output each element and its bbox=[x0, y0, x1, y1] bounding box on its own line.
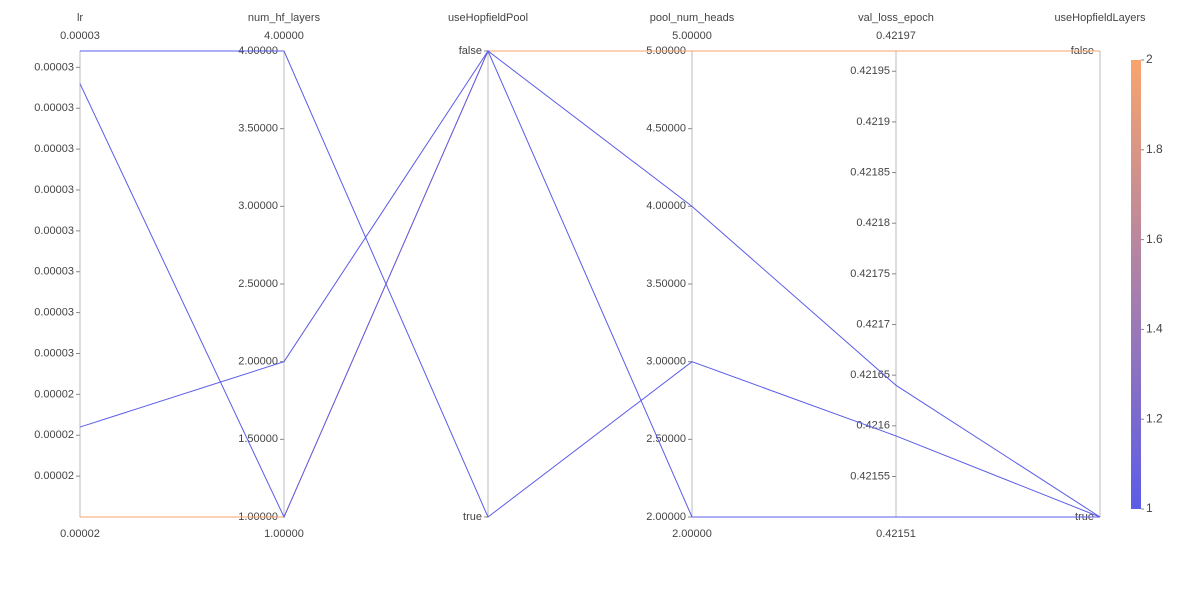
y-tick-label: 3.00000 bbox=[646, 356, 686, 368]
y-tick-label: 0.00003 bbox=[34, 143, 74, 155]
y-tick-label: 0.00003 bbox=[34, 184, 74, 196]
y-tick-label: 0.00003 bbox=[34, 307, 74, 319]
y-tick-label: 4.50000 bbox=[646, 123, 686, 135]
y-tick-label: 0.00003 bbox=[34, 225, 74, 237]
y-tick-label: 0.42185 bbox=[850, 166, 890, 178]
range-label: 1.00000 bbox=[264, 528, 304, 540]
y-tick-label: 4.00000 bbox=[646, 200, 686, 212]
colorbar-tick-label: 1.2 bbox=[1146, 411, 1163, 425]
run-line bbox=[80, 50, 1101, 518]
dimension-label: pool_num_heads bbox=[650, 12, 735, 24]
y-tick-label: 0.00003 bbox=[34, 266, 74, 278]
dimension-label: useHopfieldPool bbox=[448, 12, 528, 24]
y-tick-label: 0.42175 bbox=[850, 268, 890, 280]
dimension-label: num_hf_layers bbox=[248, 12, 321, 24]
y-tick-label: 0.00003 bbox=[34, 102, 74, 114]
range-label: 0.00002 bbox=[60, 528, 100, 540]
y-tick-label: 2.00000 bbox=[646, 511, 686, 523]
y-tick-label: 0.00002 bbox=[34, 470, 74, 482]
run-line bbox=[79, 50, 1101, 518]
y-tick-label: 3.50000 bbox=[238, 123, 278, 135]
y-tick-label: 0.00003 bbox=[34, 347, 74, 359]
range-label: 2.00000 bbox=[672, 528, 712, 540]
y-tick-label: 2.50000 bbox=[646, 433, 686, 445]
y-tick-label: 0.4217 bbox=[856, 318, 890, 330]
run-line bbox=[80, 50, 1100, 518]
colorbar-tick-label: 1 bbox=[1146, 501, 1153, 515]
colorbar-tick-label: 1.8 bbox=[1146, 142, 1163, 156]
colorbar-tick-label: 1.6 bbox=[1146, 232, 1163, 246]
range-label: 5.00000 bbox=[672, 30, 712, 42]
dimension-label: useHopfieldLayers bbox=[1054, 12, 1146, 24]
y-tick-label: 0.4219 bbox=[856, 116, 890, 128]
y-tick-label: 0.00002 bbox=[34, 429, 74, 441]
y-tick-label: 0.4216 bbox=[856, 420, 890, 432]
range-label: 4.00000 bbox=[264, 30, 304, 42]
y-tick-label: 2.00000 bbox=[238, 356, 278, 368]
y-tick-label: 0.42195 bbox=[850, 65, 890, 77]
y-tick-label: 0.4218 bbox=[856, 217, 890, 229]
colorbar-tick-label: 2 bbox=[1146, 52, 1153, 66]
dimension-label: val_loss_epoch bbox=[858, 12, 934, 24]
y-tick-label: 2.50000 bbox=[238, 278, 278, 290]
range-label: 0.42151 bbox=[876, 528, 916, 540]
colorbar-tick-label: 1.4 bbox=[1146, 322, 1163, 336]
range-label: 0.00003 bbox=[60, 30, 100, 42]
y-tick-label: 0.00002 bbox=[34, 388, 74, 400]
range-label: 0.42197 bbox=[876, 30, 916, 42]
y-tick-label: 0.42155 bbox=[850, 470, 890, 482]
run-line bbox=[79, 49, 1100, 519]
dimension-label: lr bbox=[77, 12, 83, 24]
category-label: true bbox=[463, 511, 482, 523]
y-tick-label: 0.42165 bbox=[850, 369, 890, 381]
y-tick-label: 3.00000 bbox=[238, 200, 278, 212]
category-label: false bbox=[459, 45, 482, 57]
colorbar bbox=[1131, 60, 1141, 509]
y-tick-label: 0.00003 bbox=[34, 61, 74, 73]
y-tick-label: 3.50000 bbox=[646, 278, 686, 290]
y-tick-label: 1.50000 bbox=[238, 433, 278, 445]
